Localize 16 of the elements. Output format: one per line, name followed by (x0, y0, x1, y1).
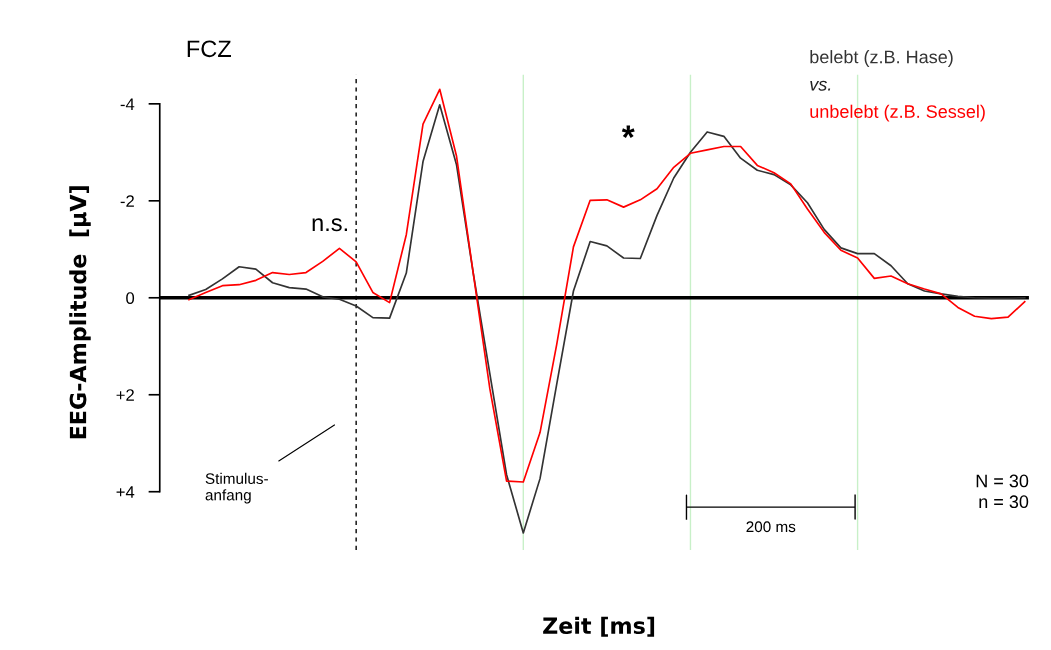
y-tick-label: +4 (116, 486, 135, 498)
text: unbelebt (z.B. Sessel) (810, 104, 985, 122)
annotation: 200 ms (746, 521, 796, 533)
chart-title: FCZ (187, 40, 231, 58)
annotation: vs. (810, 80, 831, 91)
x-axis-title: Zeit [ms] (543, 616, 655, 637)
annotation: N = 30 n = 30 (976, 474, 1029, 509)
text: belebt (z.B. Hase) (810, 50, 953, 67)
y-tick-label: +2 (116, 389, 134, 401)
annotation: n.s. (312, 218, 347, 232)
annotation: Stimulus- anfang (205, 472, 268, 504)
y-tick-label: -4 (120, 98, 135, 110)
y-axis-title: EEG-Amplitude [µV] (69, 186, 91, 439)
y-tick-label: -2 (120, 195, 134, 207)
annotation: * (621, 125, 635, 138)
y-tick-label: 0 (126, 292, 135, 304)
